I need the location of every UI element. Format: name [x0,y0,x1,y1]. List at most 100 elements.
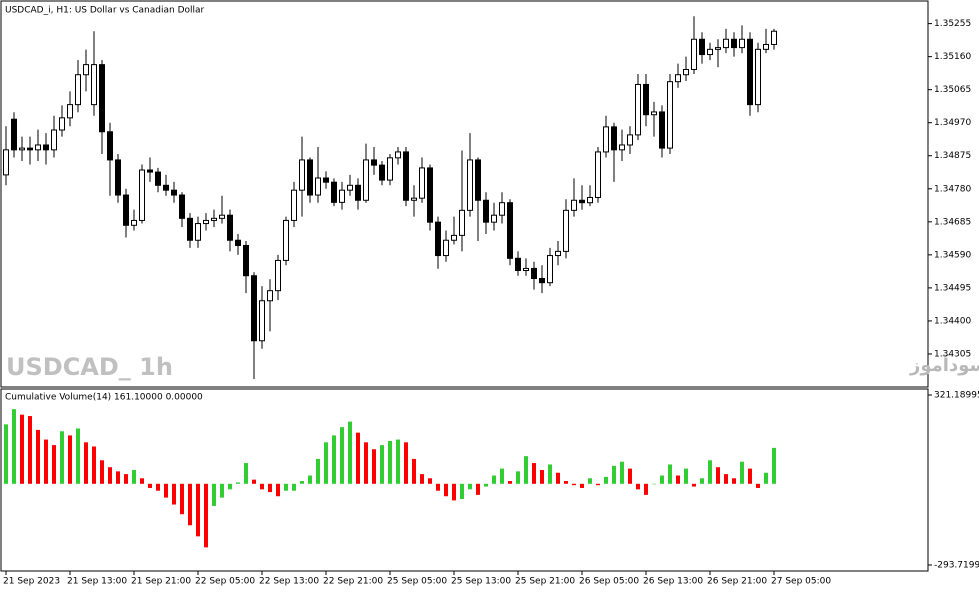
candle-body [235,239,241,246]
bar [540,469,544,484]
x-tick-label: 22 Sep 21:00 [323,577,383,587]
bar [444,483,448,497]
bar [492,475,496,484]
bar [364,442,368,484]
candle-body [275,259,281,292]
x-tick-label: 26 Sep 13:00 [643,577,703,587]
y-tick-label: 321.18995 [934,391,979,401]
candle-body [251,275,257,342]
candle-body [195,223,201,241]
bar [28,416,32,484]
candle-body [283,219,289,261]
watermark: USDCAD_ 1h [6,353,173,381]
candle-body [347,184,353,191]
candle-body [59,117,65,131]
bar [164,483,168,498]
bar [484,483,488,487]
bar [308,475,312,484]
candle-body [107,131,113,161]
bar [412,458,416,484]
candle-body [555,250,561,257]
bar [460,483,464,500]
candle-body [427,167,433,223]
bar [516,471,520,484]
candle-body [355,184,361,201]
bar [4,424,8,484]
bar [324,442,328,484]
candle-body [331,181,337,203]
candle-body [531,267,537,280]
bar [700,478,704,484]
candle-body [123,194,129,226]
candle-body [307,159,313,196]
bar [268,483,272,493]
bar [92,446,96,484]
bar [644,483,648,495]
bar [380,445,384,484]
candle-body [11,118,17,151]
bar [20,414,24,484]
y-tick-label: 1.35065 [934,85,971,95]
bar [276,483,280,497]
candle-body [219,214,225,219]
bar [60,431,64,484]
x-tick-label: 21 Sep 13:00 [67,577,127,587]
y-tick-label: 1.34590 [934,250,971,260]
candle-body [475,159,481,201]
candle-body [651,111,657,116]
bar [244,463,248,484]
bar [236,482,240,484]
bar [84,442,88,484]
candle-body [171,189,177,196]
bar [660,475,664,484]
candle-body [371,159,377,166]
candle-body [131,219,137,226]
candle-body [467,159,473,211]
candle-body [563,209,569,252]
candle-body [747,38,753,106]
bar [532,463,536,484]
bar [220,483,224,498]
y-tick-label: 1.35255 [934,19,971,29]
bar [756,483,760,488]
bar [612,465,616,484]
bar [428,478,432,484]
candle-body [579,199,585,204]
bar [636,483,640,490]
candle-body [539,278,545,284]
candle-body [379,164,385,181]
bar [148,483,152,488]
y-tick-label: -293.71995 [934,561,979,571]
candle-body [43,144,49,151]
x-tick-label: 26 Sep 05:00 [579,577,639,587]
candle-body [699,38,705,56]
bar [36,429,40,484]
bar [596,483,600,486]
bar [116,471,120,484]
candle-body [259,300,265,342]
candle-body [243,244,249,277]
candle-body [35,144,41,151]
bar [420,474,424,484]
bar [316,458,320,484]
candle-body [395,151,401,159]
candle-body [83,64,89,76]
candle-body [227,214,233,241]
candle-body [763,43,769,50]
y-tick-label: 1.34875 [934,151,971,161]
candle-body [419,167,425,199]
bar [172,483,176,505]
bar [708,460,712,484]
bar [652,483,656,485]
candle-body [51,129,57,151]
candle-body [139,169,145,221]
bar [68,435,72,484]
candle-body [771,30,777,45]
bar [332,435,336,484]
bar [468,483,472,490]
bar [300,481,304,484]
bar [156,483,160,491]
candle-body [643,83,649,116]
